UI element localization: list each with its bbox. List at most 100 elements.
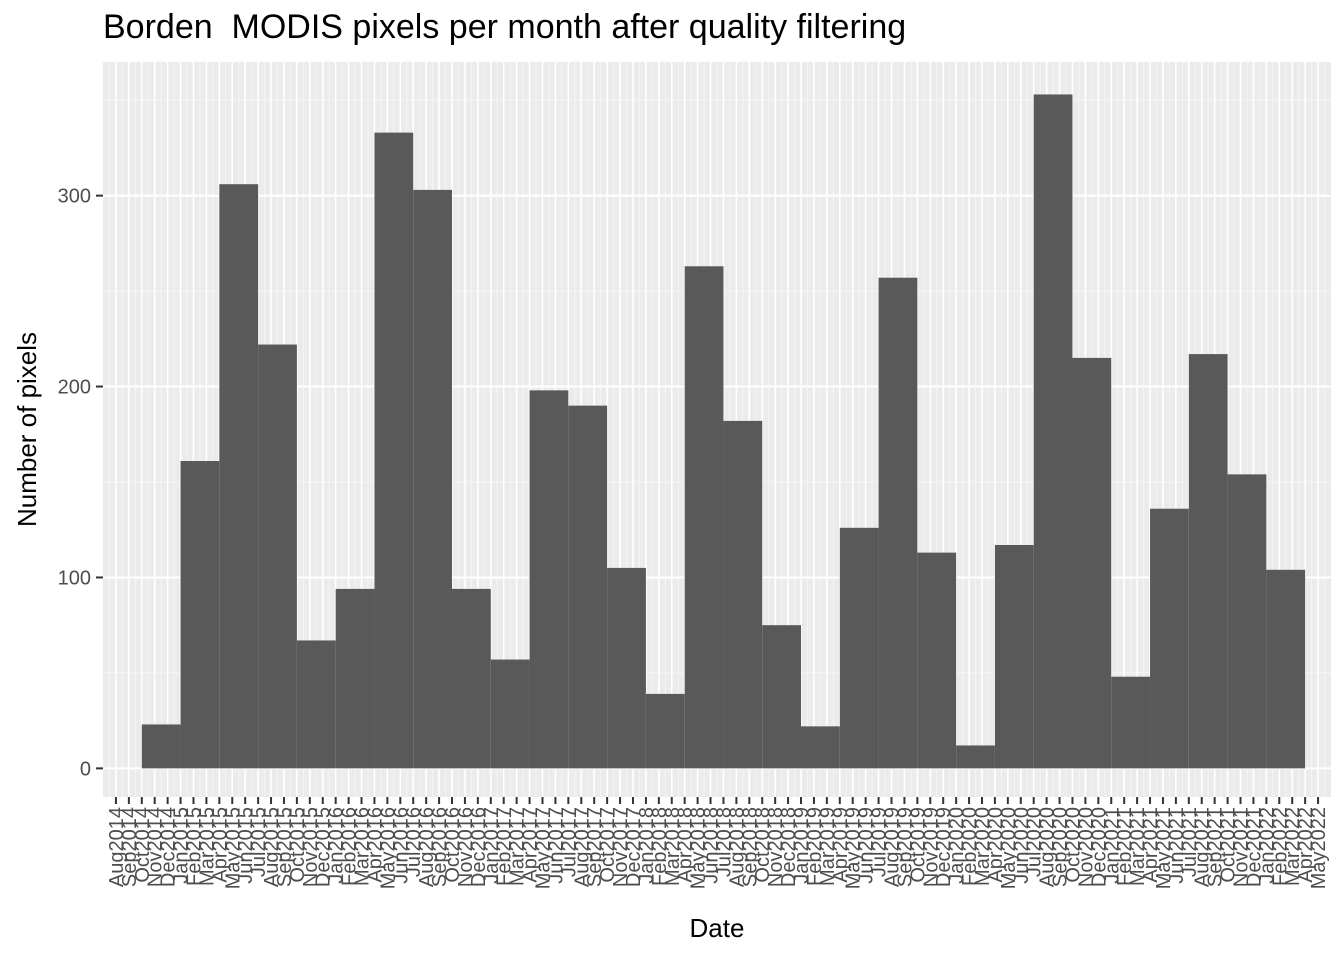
histogram-bar xyxy=(258,344,297,769)
y-tick-label: 300 xyxy=(58,186,91,208)
x-tick-label: Jun2018 xyxy=(701,807,723,884)
x-tick-label: Jul2020 xyxy=(1024,807,1046,877)
x-tick-label: Jan2021 xyxy=(1101,807,1123,884)
x-tick-label: Apr2018 xyxy=(675,807,697,883)
x-tick-label: May2016 xyxy=(377,807,399,889)
x-tick-label: Oct2014 xyxy=(132,807,154,883)
x-tick-label: Nov2016 xyxy=(455,807,477,887)
x-tick-label: Dec2020 xyxy=(1088,807,1110,887)
x-tick-label: Dec2015 xyxy=(313,807,335,887)
x-tick-label: Oct2015 xyxy=(287,807,309,883)
x-tick-label: Mar2020 xyxy=(972,807,994,886)
x-tick-label: Feb2016 xyxy=(339,807,361,886)
x-tick-label: Apr2020 xyxy=(985,807,1007,883)
histogram-bar xyxy=(529,390,569,769)
histogram-bar xyxy=(645,693,685,769)
histogram-bar xyxy=(413,189,453,769)
x-tick-label: Oct2018 xyxy=(752,807,774,883)
x-tick-label: Jun2020 xyxy=(1011,807,1033,884)
x-tick-label: Mar2021 xyxy=(1127,807,1149,886)
x-tick-label: Apr2022 xyxy=(1295,807,1317,883)
bars xyxy=(141,94,1306,769)
x-tick-label: May2017 xyxy=(532,807,554,889)
histogram-bar xyxy=(335,588,375,769)
x-tick-label: Jul2016 xyxy=(403,807,425,877)
y-tick-label: 100 xyxy=(58,567,91,589)
x-tick-label: Mar2017 xyxy=(507,807,529,886)
x-tick-label: Nov2018 xyxy=(765,807,787,887)
x-tick-label: Apr2019 xyxy=(830,807,852,883)
x-tick-label: Nov2015 xyxy=(300,807,322,887)
histogram-bar xyxy=(1188,354,1228,769)
chart-title: Borden MODIS pixels per month after qual… xyxy=(103,8,907,46)
histogram-bar xyxy=(296,640,336,769)
x-tick-label: Nov2019 xyxy=(920,807,942,887)
x-tick-label: Feb2020 xyxy=(959,807,981,886)
x-tick-label: Oct2017 xyxy=(597,807,619,883)
x-tick-label: Jan2018 xyxy=(636,807,658,884)
x-tick-label: Mar2015 xyxy=(196,807,218,886)
histogram-bar xyxy=(1072,357,1112,769)
x-tick-label: Jun2019 xyxy=(856,807,878,884)
x-tick-label: Aug2018 xyxy=(726,807,748,887)
histogram-bar xyxy=(723,420,763,769)
x-tick-label: Apr2015 xyxy=(209,807,231,883)
x-tick-label: Jul2017 xyxy=(558,807,580,877)
x-tick-label: Oct2019 xyxy=(907,807,929,883)
x-tick-label: May2015 xyxy=(222,807,244,889)
x-tick-label: Sep2014 xyxy=(119,807,141,887)
histogram-bar xyxy=(1150,508,1189,769)
x-tick-label: May2022 xyxy=(1308,807,1330,889)
x-tick-label: Feb2015 xyxy=(183,807,205,886)
histogram-bar xyxy=(141,724,181,769)
x-tick-label: Sep2015 xyxy=(274,807,296,887)
x-tick-label: May2021 xyxy=(1153,807,1175,889)
y-tick-label: 0 xyxy=(80,758,91,780)
y-axis-title: Number of pixels xyxy=(12,332,42,527)
x-tick-label: Jan2020 xyxy=(946,807,968,884)
histogram-bar xyxy=(994,545,1034,769)
histogram-bar xyxy=(917,552,957,769)
x-tick-label: Oct2021 xyxy=(1218,807,1240,883)
x-tick-label: Jun2021 xyxy=(1166,807,1188,884)
x-tick-label: Jul2021 xyxy=(1179,807,1201,877)
x-tick-label: Aug2019 xyxy=(882,807,904,887)
x-tick-label: Aug2014 xyxy=(106,807,128,887)
x-tick-label: May2020 xyxy=(998,807,1020,889)
histogram-bar xyxy=(1111,676,1151,769)
histogram-bar xyxy=(1227,474,1267,769)
histogram-bar xyxy=(452,588,491,769)
histogram-bar xyxy=(607,567,646,769)
x-tick-label: Feb2022 xyxy=(1269,807,1291,886)
x-tick-label: Aug2016 xyxy=(416,807,438,887)
histogram-bar xyxy=(801,726,840,769)
histogram-bar xyxy=(762,625,802,769)
x-tick-label: Dec2021 xyxy=(1243,807,1265,887)
x-tick-label: Feb2021 xyxy=(1114,807,1136,886)
x-tick-label: Dec2014 xyxy=(158,807,180,887)
x-tick-label: Apr2021 xyxy=(1140,807,1162,883)
histogram-bar xyxy=(684,266,724,769)
x-tick-label: Sep2018 xyxy=(739,807,761,887)
x-tick-label: Jan2017 xyxy=(481,807,503,884)
x-tick-label: Sep2021 xyxy=(1205,807,1227,887)
x-tick-label: May2018 xyxy=(688,807,710,889)
x-tick-label: Jul2019 xyxy=(869,807,891,877)
x-tick-label: Jul2018 xyxy=(713,807,735,877)
x-tick-label: Dec2017 xyxy=(623,807,645,887)
histogram-bar xyxy=(180,461,220,769)
histogram-bar xyxy=(490,659,530,769)
x-tick-label: Jun2017 xyxy=(545,807,567,884)
x-tick-label: Oct2016 xyxy=(442,807,464,883)
y-axis: 0 100 200 300 xyxy=(58,186,103,780)
x-tick-label: Oct2020 xyxy=(1062,807,1084,883)
x-tick-label: Mar2016 xyxy=(352,807,374,886)
x-tick-label: Apr2016 xyxy=(364,807,386,883)
x-tick-label: Jan2015 xyxy=(171,807,193,884)
x-tick-label: Sep2017 xyxy=(584,807,606,887)
x-tick-label: Mar2019 xyxy=(817,807,839,886)
x-tick-label: Jan2019 xyxy=(791,807,813,884)
x-tick-label: Mar2018 xyxy=(662,807,684,886)
x-tick-label: Dec2016 xyxy=(468,807,490,887)
x-tick-label: Apr2017 xyxy=(520,807,542,883)
